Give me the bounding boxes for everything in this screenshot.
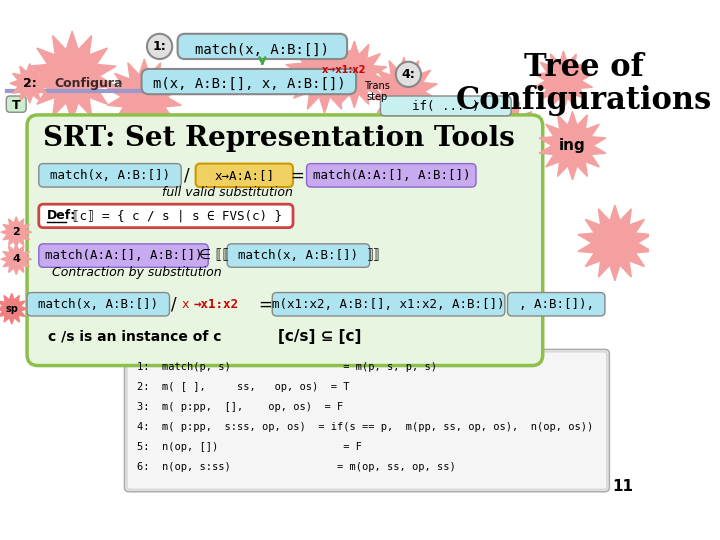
Circle shape [396,62,421,87]
Text: match(x, A:B:[]): match(x, A:B:[]) [195,43,329,57]
Text: 4:: 4: [402,68,415,81]
Text: →x1:x2: →x1:x2 [194,298,239,310]
Text: 2:: 2: [23,77,37,90]
Text: match(x, A:B:[]): match(x, A:B:[]) [238,249,359,262]
Text: x→x1:x2: x→x1:x2 [323,65,366,75]
Text: 4: 4 [12,254,20,264]
Text: ⟧⟧: ⟧⟧ [367,248,381,262]
Text: 3:  m( p:pp,  [],    op, os)  = F: 3: m( p:pp, [], op, os) = F [137,402,343,412]
Text: if( ... ): if( ... ) [412,100,479,113]
FancyBboxPatch shape [27,293,169,316]
Text: =: = [258,295,272,313]
Polygon shape [1,217,32,247]
Text: Contraction by substitution: Contraction by substitution [53,266,222,279]
Text: T: T [12,98,21,112]
Text: Def:: Def: [47,210,76,222]
Text: ∈ ⟦⟦: ∈ ⟦⟦ [199,248,229,262]
Text: , A:B:[]),: , A:B:[]), [518,298,594,310]
FancyBboxPatch shape [508,293,605,316]
FancyBboxPatch shape [380,96,511,116]
Text: 1:: 1: [153,40,166,53]
Text: match(x, A:B:[]): match(x, A:B:[]) [50,169,170,182]
Text: 11: 11 [612,478,633,494]
FancyBboxPatch shape [142,69,356,94]
Text: x→A:A:[]: x→A:A:[] [215,169,274,182]
FancyBboxPatch shape [27,115,543,366]
FancyBboxPatch shape [39,204,293,228]
Text: match(A:A:[], A:B:[]): match(A:A:[], A:B:[]) [312,169,470,182]
Text: match(x, A:B:[]): match(x, A:B:[]) [38,298,158,310]
FancyBboxPatch shape [196,164,293,187]
Polygon shape [28,31,116,122]
Polygon shape [578,205,652,281]
Text: Trans
step: Trans step [364,80,390,102]
Polygon shape [534,51,593,110]
Polygon shape [1,244,32,274]
Text: /: / [184,166,189,184]
Text: =: = [291,166,305,184]
Text: ⟦c⟧ = { c / s | s ∈ FVS(c) }: ⟦c⟧ = { c / s | s ∈ FVS(c) } [72,210,282,222]
Polygon shape [322,41,387,107]
Text: 5:  n(op, [])                    = F: 5: n(op, []) = F [137,442,362,451]
FancyBboxPatch shape [272,293,505,316]
FancyBboxPatch shape [228,244,369,267]
FancyBboxPatch shape [127,352,607,489]
Polygon shape [472,99,539,167]
Polygon shape [10,64,50,103]
Text: 6:  n(op, s:ss)                 = m(op, ss, op, ss): 6: n(op, s:ss) = m(op, ss, op, ss) [137,462,456,471]
FancyBboxPatch shape [6,96,26,112]
FancyBboxPatch shape [178,34,347,59]
Polygon shape [286,34,363,113]
Text: m(x, A:B:[], x, A:B:[]): m(x, A:B:[], x, A:B:[]) [153,76,345,90]
Text: /: / [171,295,177,313]
Text: sp: sp [5,304,18,314]
Text: SRT: Set Representation Tools: SRT: Set Representation Tools [43,125,515,152]
Text: 2: 2 [12,227,20,237]
Text: [c/s] ⊆ [c]: [c/s] ⊆ [c] [278,329,361,344]
Text: Tree of
Configurations: Tree of Configurations [456,52,712,116]
Text: match(A:A:[], A:B:[]): match(A:A:[], A:B:[]) [45,249,202,262]
Polygon shape [107,59,181,135]
Text: c /s is an instance of c: c /s is an instance of c [48,330,221,344]
Polygon shape [539,111,606,180]
Text: Configura: Configura [54,77,122,90]
Polygon shape [371,57,437,126]
Text: x: x [182,298,197,310]
FancyBboxPatch shape [125,349,609,492]
Text: 1:  match(p, s)                  = m(p, s, p, s): 1: match(p, s) = m(p, s, p, s) [137,362,437,373]
Text: 4:  m( p:pp,  s:ss, op, os)  = if(s == p,  m(pp, ss, op, os),  n(op, os)): 4: m( p:pp, s:ss, op, os) = if(s == p, m… [137,422,593,432]
Text: full valid substitution: full valid substitution [162,186,292,199]
Text: m(x1:x2, A:B:[], x1:x2, A:B:[]): m(x1:x2, A:B:[], x1:x2, A:B:[]) [272,298,505,310]
FancyBboxPatch shape [39,164,181,187]
FancyBboxPatch shape [39,244,208,267]
Text: 2:  m( [ ],     ss,   op, os)  = T: 2: m( [ ], ss, op, os) = T [137,382,349,392]
Polygon shape [0,293,27,324]
Text: ing: ing [559,138,586,153]
Circle shape [147,34,172,59]
FancyBboxPatch shape [307,164,476,187]
